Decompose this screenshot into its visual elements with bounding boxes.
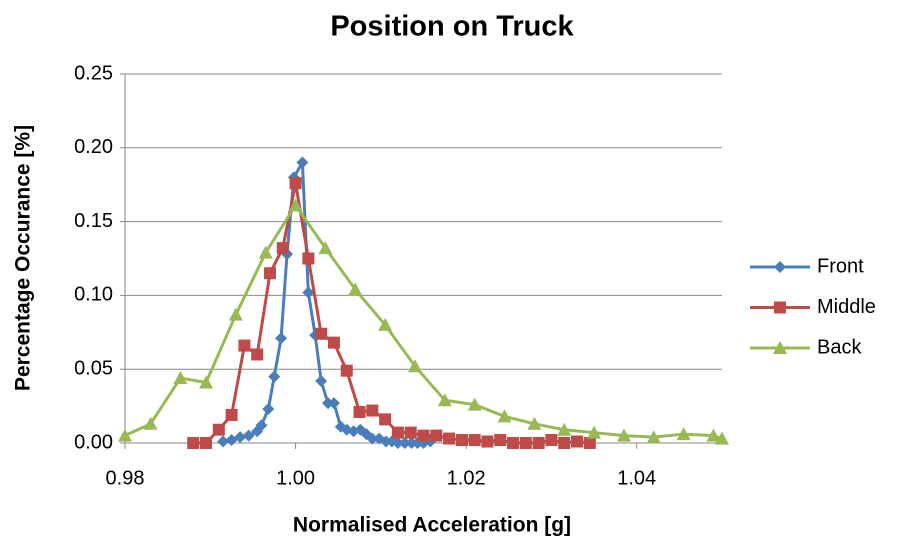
y-tick-label: 0.05 [74, 357, 113, 379]
x-axis-title: Normalised Acceleration [g] [293, 514, 571, 537]
marker [238, 339, 251, 352]
marker [318, 241, 333, 255]
marker [217, 435, 230, 448]
legend-label: Middle [817, 296, 876, 318]
marker [497, 409, 512, 423]
marker [366, 404, 379, 417]
y-tick-label: 0.00 [74, 431, 113, 453]
marker [302, 252, 315, 265]
marker [251, 348, 264, 361]
marker [519, 437, 532, 449]
marker [507, 437, 520, 449]
marker [289, 177, 302, 190]
marker [118, 428, 132, 442]
marker [255, 419, 268, 432]
marker [706, 428, 721, 442]
marker [494, 434, 507, 447]
chart-title: Position on Truck [330, 11, 574, 43]
marker [225, 408, 238, 421]
marker [404, 426, 417, 439]
marker [327, 397, 340, 410]
series-line [193, 182, 590, 445]
marker [455, 434, 468, 447]
marker [315, 327, 328, 340]
marker [558, 437, 571, 449]
marker [587, 425, 602, 439]
y-tick-label: 0.10 [74, 284, 113, 306]
marker [468, 434, 481, 447]
marker [268, 370, 281, 383]
marker [437, 393, 452, 407]
marker [527, 416, 542, 430]
marker [715, 431, 729, 445]
marker [407, 359, 422, 373]
marker [379, 413, 392, 426]
marker [302, 286, 315, 299]
marker [173, 371, 188, 385]
marker [571, 435, 584, 448]
x-tick-label: 1.02 [447, 467, 486, 489]
marker [646, 430, 661, 444]
marker [262, 403, 275, 416]
marker [187, 437, 200, 449]
marker [391, 437, 404, 449]
marker [263, 267, 276, 280]
marker [200, 437, 213, 449]
marker [258, 245, 273, 259]
marker [481, 435, 494, 448]
marker [288, 198, 303, 212]
marker [774, 301, 786, 314]
marker [583, 437, 596, 449]
marker [143, 416, 158, 430]
marker [616, 428, 631, 442]
marker [467, 397, 482, 411]
marker [315, 375, 328, 388]
y-tick-label: 0.15 [74, 210, 113, 232]
marker [234, 431, 247, 444]
marker [340, 364, 353, 377]
marker [228, 307, 243, 321]
marker [391, 426, 404, 439]
y-axis-title: Percentage Occurance [%] [12, 125, 35, 391]
marker [773, 341, 787, 354]
marker [443, 432, 456, 445]
marker [242, 429, 255, 442]
marker [212, 423, 225, 436]
legend-label: Front [817, 255, 864, 277]
x-tick-label: 0.98 [106, 467, 145, 489]
marker [532, 437, 545, 449]
marker [353, 406, 366, 419]
marker [296, 156, 309, 169]
marker [398, 437, 411, 449]
y-tick-label: 0.20 [74, 136, 113, 158]
x-tick-label: 1.04 [617, 467, 656, 489]
marker [557, 422, 572, 436]
marker [676, 427, 691, 441]
marker [417, 429, 430, 442]
marker [366, 432, 379, 445]
marker [378, 317, 393, 331]
marker [276, 242, 289, 255]
series-line [124, 202, 723, 440]
marker [199, 375, 214, 389]
marker [545, 434, 558, 447]
marker [348, 282, 363, 296]
marker [430, 429, 443, 442]
marker [327, 336, 340, 349]
legend-label: Back [817, 336, 862, 358]
x-tick-label: 1.00 [276, 467, 315, 489]
marker [774, 261, 786, 273]
marker [275, 332, 288, 345]
y-tick-label: 0.25 [74, 62, 113, 84]
